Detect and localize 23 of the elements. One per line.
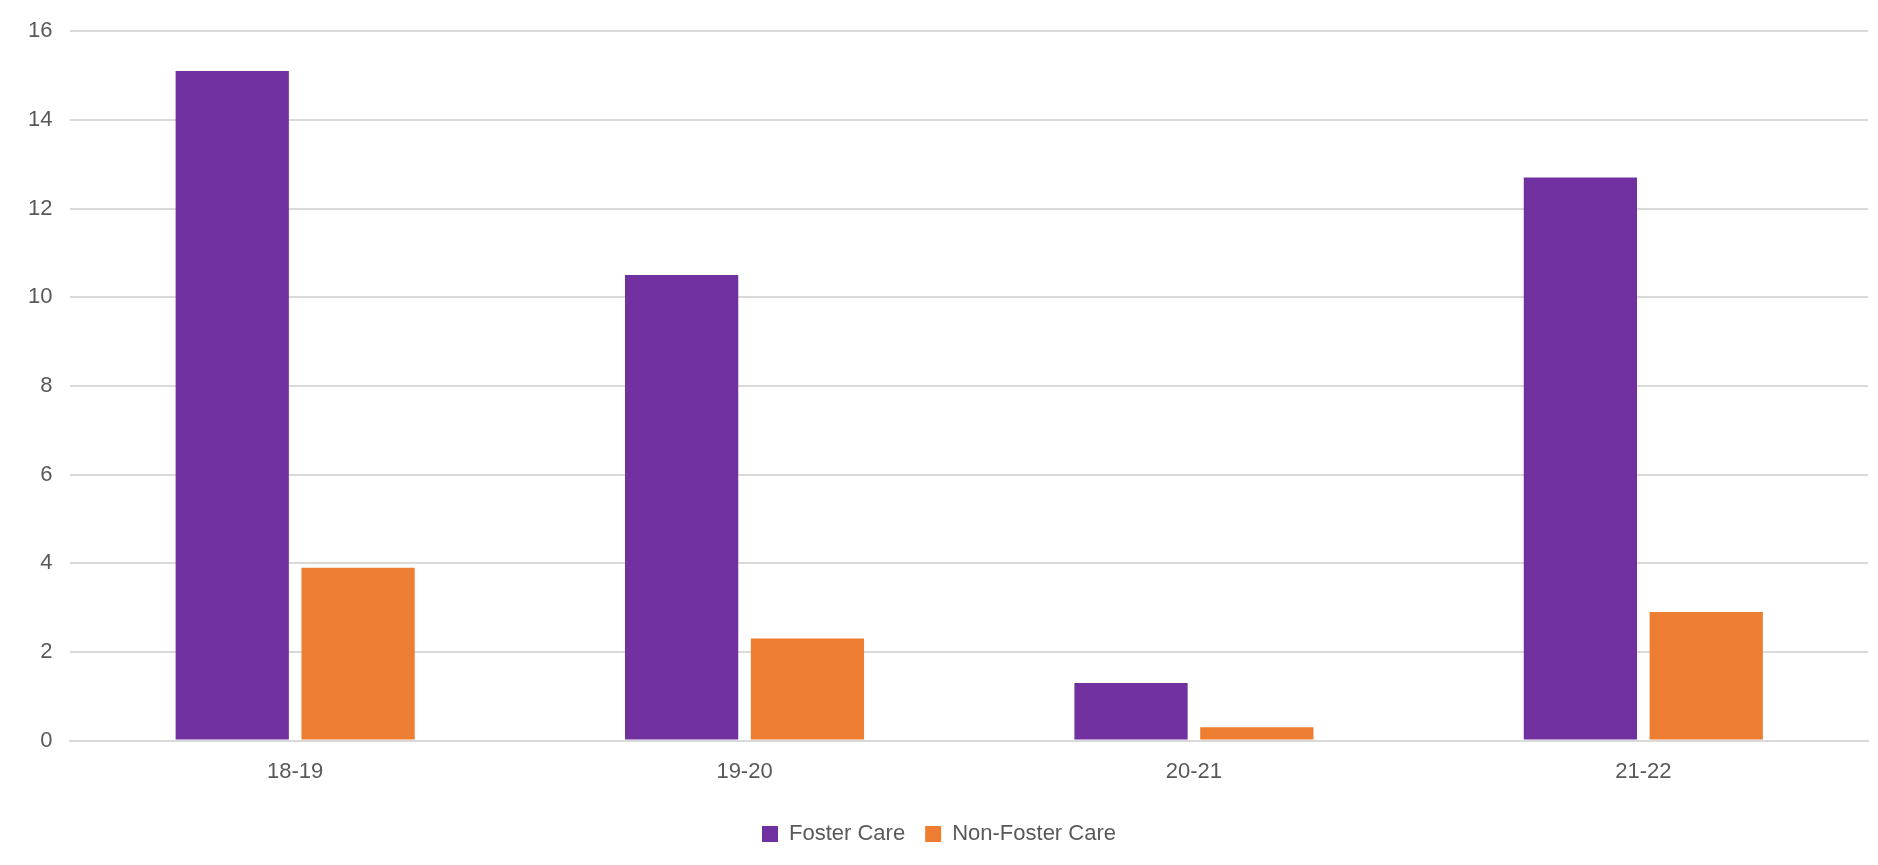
y-tick-label: 16 bbox=[27, 17, 53, 43]
y-tick-label: 8 bbox=[40, 371, 53, 397]
x-tick-label: 18-19 bbox=[267, 757, 324, 783]
y-tick-label: 4 bbox=[40, 549, 53, 575]
bar bbox=[175, 71, 289, 740]
y-tick-label: 6 bbox=[40, 460, 53, 486]
bar bbox=[1649, 612, 1763, 740]
x-tick-label: 20-21 bbox=[1165, 757, 1223, 783]
legend-label: Foster Care bbox=[789, 820, 906, 846]
bar bbox=[750, 638, 865, 740]
bar bbox=[301, 567, 415, 740]
y-tick-label: 12 bbox=[27, 194, 53, 220]
x-tick-label: 21-22 bbox=[1615, 757, 1672, 783]
x-tick-label: 19-20 bbox=[716, 757, 773, 783]
legend-label: Non-Foster Care bbox=[952, 820, 1116, 846]
bar bbox=[1523, 177, 1638, 740]
bar bbox=[625, 275, 739, 740]
y-tick-label: 2 bbox=[40, 637, 53, 663]
bar bbox=[1074, 682, 1188, 740]
y-tick-label: 14 bbox=[27, 105, 53, 131]
y-tick-label: 10 bbox=[27, 283, 53, 309]
y-tick-label: 0 bbox=[40, 726, 53, 752]
bar bbox=[1200, 727, 1314, 740]
